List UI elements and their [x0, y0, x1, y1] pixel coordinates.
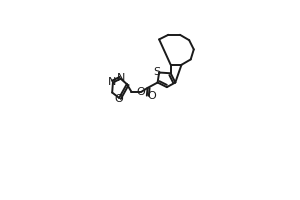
- Text: O: O: [148, 91, 157, 101]
- Text: N: N: [108, 77, 116, 87]
- Text: O: O: [114, 94, 123, 104]
- Text: O: O: [136, 87, 145, 97]
- Text: S: S: [153, 67, 161, 77]
- Text: N: N: [117, 73, 125, 83]
